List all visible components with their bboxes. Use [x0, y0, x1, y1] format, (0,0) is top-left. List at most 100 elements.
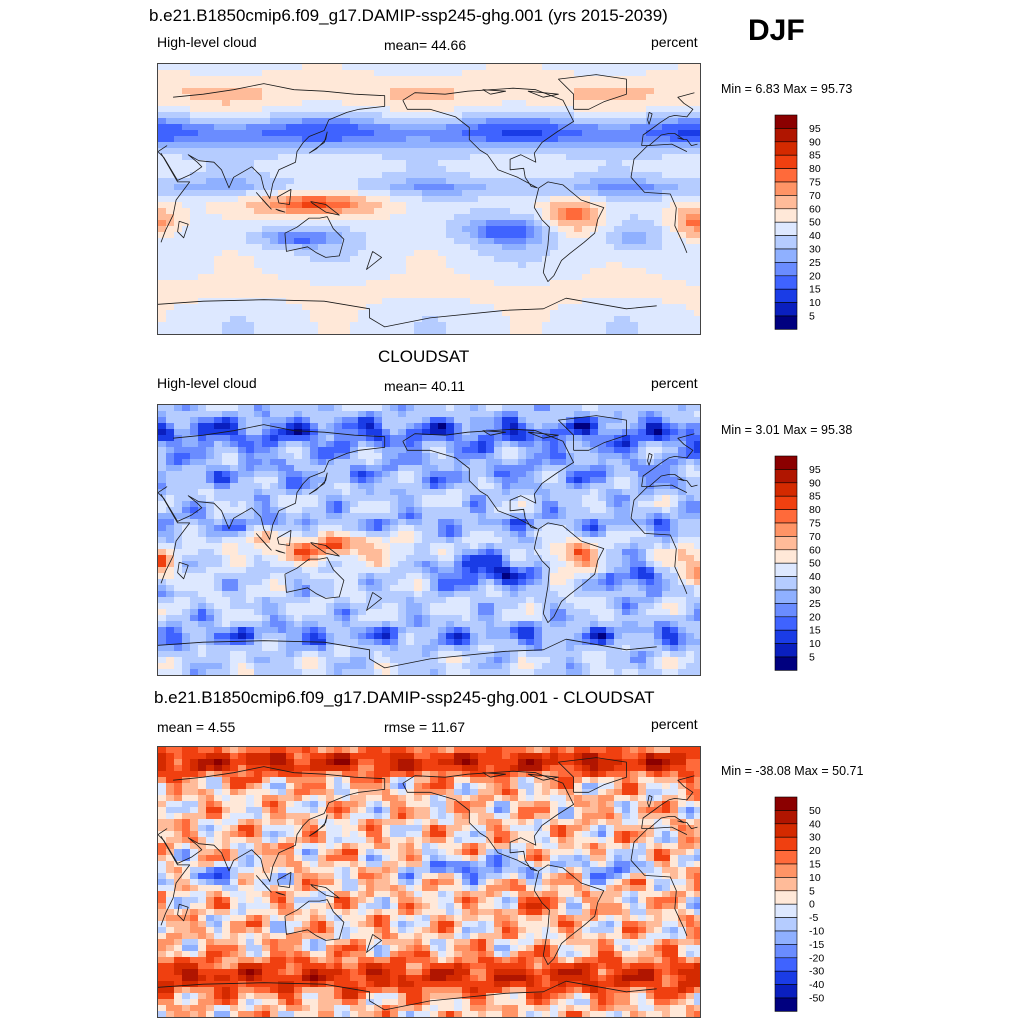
panel1-units-label: percent [651, 34, 698, 50]
panel2-field [158, 405, 700, 675]
panel3-colorbar-tick-label: 40 [809, 818, 821, 830]
panel3-mean-label: mean = 4.55 [157, 719, 236, 735]
panel2-minmax: Min = 3.01 Max = 95.38 [721, 423, 853, 437]
panel3-map [157, 746, 701, 1018]
panel3-colorbar-swatch [774, 810, 798, 825]
panel3-colorbar: 50 40 30 20 15 10 5 0 -5 -10 -15 -20 -30 -40 -50 [774, 796, 825, 1012]
panel3-field [158, 747, 700, 1017]
panel1-colorbar-tick-label: 80 [809, 163, 821, 175]
season-label: DJF [748, 14, 805, 47]
panel2-colorbar-swatch [774, 536, 798, 551]
panel3-colorbar-tick-label: -5 [809, 912, 818, 924]
panel3-colorbar-swatch [774, 970, 798, 985]
panel3-colorbar-tick-label: 15 [809, 859, 821, 871]
panel1-colorbar-swatch [774, 262, 798, 277]
panel3-colorbar-tick-label: 10 [809, 872, 821, 884]
panel3-colorbar-swatch [774, 796, 798, 811]
panel3-colorbar-tick-label: -50 [809, 993, 824, 1005]
panel2-colorbar-swatch [774, 455, 798, 470]
panel1-colorbar-tick-label: 5 [809, 311, 815, 323]
panel1-colorbar-swatch [774, 154, 798, 169]
panel3-colorbar-swatch [774, 957, 798, 972]
panel2-colorbar-tick-label: 90 [809, 477, 821, 489]
panel2-colorbar-tick-label: 40 [809, 571, 821, 583]
panel1-colorbar-tick-label: 40 [809, 230, 821, 242]
panel2-colorbar-tick-label: 30 [809, 585, 821, 597]
panel2-colorbar-swatch [774, 509, 798, 524]
panel3-colorbar-tick-label: 20 [809, 845, 821, 857]
panel3-colorbar-tick-label: 50 [809, 805, 821, 817]
panel3-colorbar-swatch [774, 863, 798, 878]
panel2-colorbar-tick-label: 50 [809, 558, 821, 570]
panel1-colorbar-tick-label: 10 [809, 297, 821, 309]
panel3-colorbar-swatch [774, 877, 798, 892]
panel3-colorbar-swatch [774, 984, 798, 999]
panel3-title: b.e21.B1850cmip6.f09_g17.DAMIP-ssp245-gh… [154, 688, 655, 707]
panel1-colorbar-swatch [774, 181, 798, 196]
panel2-colorbar-swatch [774, 576, 798, 591]
panel1-colorbar-swatch [774, 208, 798, 223]
panel2-colorbar-tick-label: 75 [809, 518, 821, 530]
panel3-colorbar-swatch [774, 903, 798, 918]
panel1-colorbar-swatch [774, 275, 798, 290]
panel2-colorbar-tick-label: 70 [809, 531, 821, 543]
panel1-field [158, 64, 700, 334]
panel1-colorbar-tick-label: 25 [809, 257, 821, 269]
panel3-minmax: Min = -38.08 Max = 50.71 [721, 764, 864, 778]
panel1-title: b.e21.B1850cmip6.f09_g17.DAMIP-ssp245-gh… [149, 6, 668, 25]
panel1-colorbar-tick-label: 70 [809, 190, 821, 202]
panel1-colorbar-tick-label: 15 [809, 284, 821, 296]
panel1-colorbar-swatch [774, 128, 798, 143]
panel2-colorbar: 95 90 85 80 75 70 60 50 40 30 25 20 15 10 5 [774, 455, 825, 671]
panel1-colorbar-tick-label: 85 [809, 150, 821, 162]
panel2-colorbar-tick-label: 95 [809, 464, 821, 476]
panel2-colorbar-tick-label: 60 [809, 544, 821, 556]
panel1-colorbar-tick-label: 50 [809, 217, 821, 229]
panel2-map [157, 404, 701, 676]
panel2-colorbar-swatch [774, 616, 798, 631]
panel1-minmax: Min = 6.83 Max = 95.73 [721, 82, 853, 96]
panel2-colorbar-swatch [774, 562, 798, 577]
panel3-colorbar-swatch [774, 944, 798, 959]
panel3-colorbar-tick-label: -15 [809, 939, 824, 951]
panel1-colorbar-swatch [774, 141, 798, 156]
panel2-contour-plot [158, 405, 700, 675]
panel2-colorbar-swatch [774, 643, 798, 658]
panel2-colorbar-tick-label: 10 [809, 638, 821, 650]
panel2-coastlines [158, 415, 698, 669]
panel2-colorbar-swatch [774, 629, 798, 644]
panel1-colorbar-swatch [774, 235, 798, 250]
panel1-mean-label: mean= 44.66 [384, 37, 467, 53]
panel2-colorbar-tick-label: 20 [809, 611, 821, 623]
panel2-colorbar-tick-label: 85 [809, 491, 821, 503]
panel2-colorbar-swatch [774, 495, 798, 510]
panel2-colorbar-tick-label: 15 [809, 625, 821, 637]
panel1-coastlines [158, 74, 698, 328]
panel1-colorbar-swatch [774, 288, 798, 303]
panel3-colorbar-tick-label: -20 [809, 952, 824, 964]
panel2-colorbar-tick-label: 25 [809, 598, 821, 610]
panel3-colorbar-swatch [774, 890, 798, 905]
panel3-colorbar-swatch [774, 836, 798, 851]
panel1-colorbar: 95 90 85 80 75 70 60 50 40 30 25 20 15 10 5 [774, 114, 825, 330]
panel2-left-label: High-level cloud [157, 375, 257, 391]
panel1-colorbar-tick-label: 60 [809, 203, 821, 215]
panel3-colorbar-tick-label: -10 [809, 926, 824, 938]
panel1-colorbar-tick-label: 75 [809, 177, 821, 189]
panel3-colorbar-swatch [774, 823, 798, 838]
panel1-colorbar-swatch [774, 315, 798, 330]
panel1-colorbar-swatch [774, 114, 798, 129]
panel2-mean-label: mean= 40.11 [384, 378, 466, 394]
panel3-coastlines [158, 757, 698, 1011]
panel2-colorbar-tick-label: 80 [809, 504, 821, 516]
panel3-rmse-label: rmse = 11.67 [384, 719, 466, 735]
panel3-colorbar-swatch [774, 930, 798, 945]
panel2-colorbar-swatch [774, 469, 798, 484]
panel2-colorbar-swatch [774, 589, 798, 604]
panel1-colorbar-swatch [774, 195, 798, 210]
panel2-title: CLOUDSAT [378, 347, 470, 366]
panel2-colorbar-swatch [774, 603, 798, 618]
